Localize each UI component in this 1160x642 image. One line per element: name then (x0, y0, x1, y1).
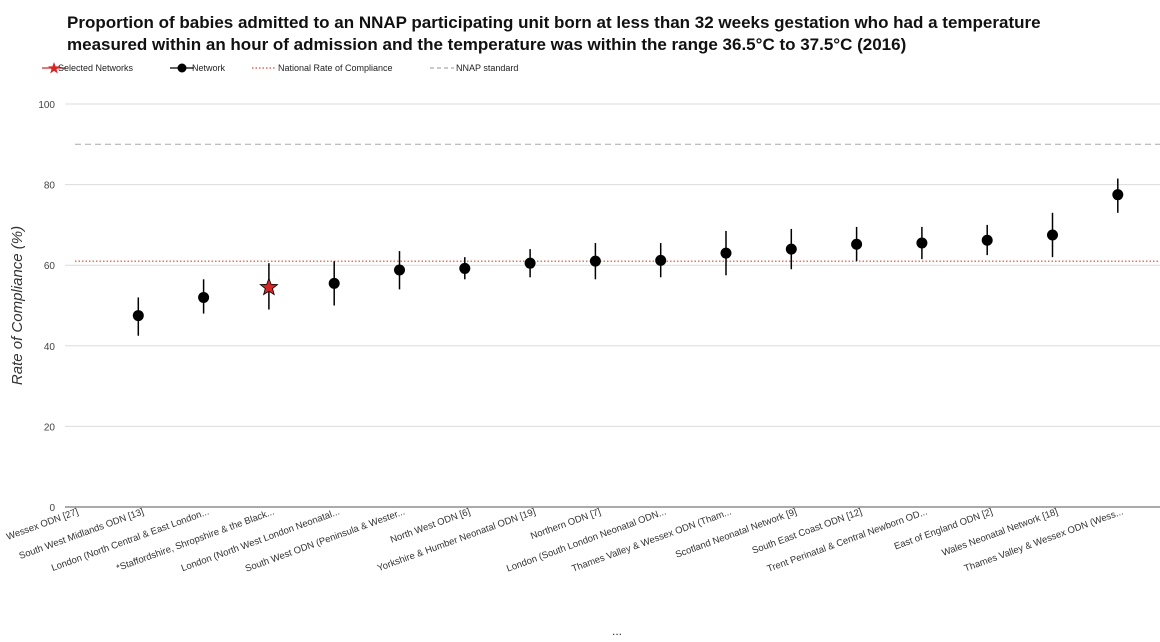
data-point (1047, 229, 1058, 241)
y-axis-label: Rate of Compliance (%) (9, 226, 26, 385)
legend-label: National Rate of Compliance (278, 63, 393, 73)
legend-label: NNAP standard (456, 63, 519, 73)
y-tick-label: 40 (44, 342, 56, 353)
data-point (720, 247, 732, 259)
legend-label: Selected Networks (58, 63, 134, 73)
y-tick-label: 0 (49, 503, 55, 514)
x-tick-label: Scotland Neonatal Network [9] (674, 506, 798, 560)
data-point (981, 234, 993, 246)
data-point-selected (259, 277, 279, 296)
circle-icon (170, 63, 194, 73)
legend-label: Network (192, 63, 226, 73)
data-point (394, 264, 405, 276)
more-indicator[interactable]: ... (612, 624, 623, 638)
data-point (589, 255, 601, 267)
data-point (459, 262, 471, 274)
data-point (524, 257, 536, 269)
dashed-line-icon (430, 67, 454, 69)
y-tick-label: 20 (44, 422, 56, 433)
y-tick-label: 80 (44, 181, 56, 192)
data-point (132, 310, 144, 322)
y-tick-label: 100 (38, 100, 55, 111)
y-tick-label: 60 (44, 261, 56, 272)
dotted-line-icon (252, 67, 276, 69)
data-point (198, 291, 210, 303)
data-point (916, 237, 928, 249)
chart-title: Proportion of babies admitted to an NNAP… (67, 12, 1160, 56)
data-point (1112, 189, 1124, 201)
star-icon (42, 62, 66, 74)
data-point (851, 238, 863, 250)
data-point (328, 277, 340, 289)
data-point (655, 254, 667, 266)
data-point (785, 243, 797, 255)
chart-title-line-1: Proportion of babies admitted to an NNAP… (67, 13, 1041, 32)
chart-title-line-2: measured within an hour of admission and… (67, 35, 907, 54)
